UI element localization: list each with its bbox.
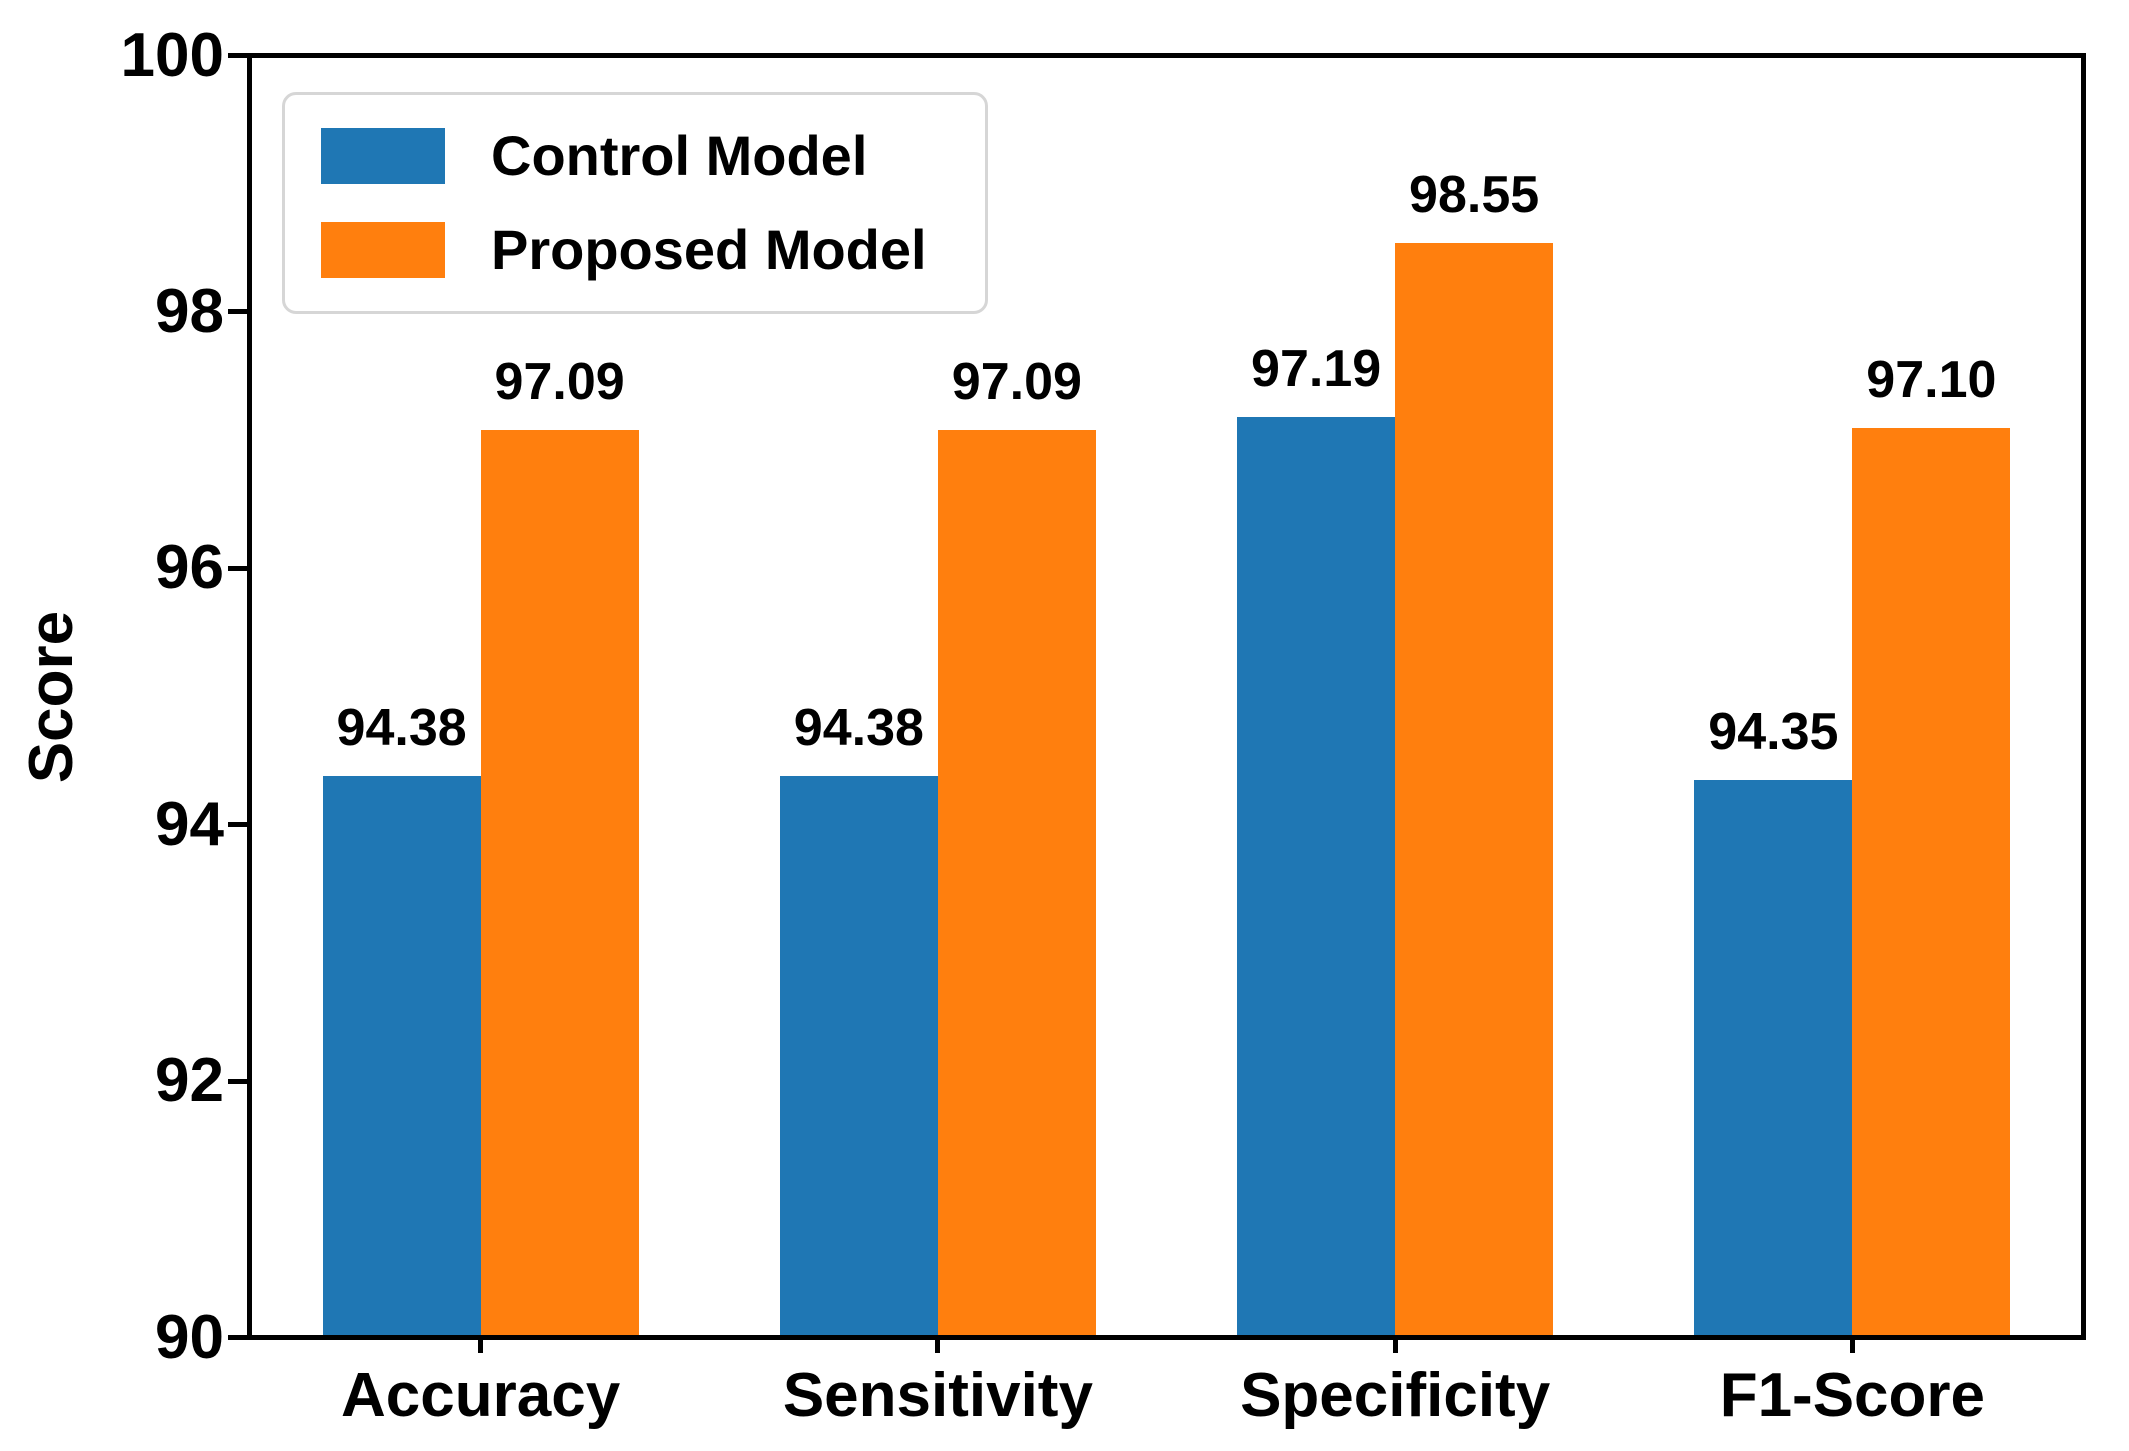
x-tick-mark (1392, 1335, 1398, 1353)
legend-label-control: Control Model (491, 124, 868, 187)
y-tick-label: 92 (155, 1046, 224, 1116)
x-tick-label-accuracy: Accuracy (341, 1361, 621, 1430)
x-tick-mark (1849, 1335, 1855, 1353)
y-tick-label: 90 (155, 1302, 224, 1372)
value-label-proposed-sensitivity: 97.09 (951, 352, 1082, 411)
value-label-proposed-f1-score: 97.10 (1866, 351, 1997, 410)
bar-proposed-f1-score (1852, 428, 2011, 1335)
y-tick-mark (228, 53, 247, 58)
bar-control-sensitivity (779, 775, 938, 1335)
y-tick-mark (228, 565, 247, 571)
y-tick-mark (228, 1335, 247, 1340)
bar-control-f1-score (1694, 779, 1853, 1335)
value-label-proposed-accuracy: 97.09 (494, 352, 625, 411)
legend-label-proposed: Proposed Model (491, 218, 927, 281)
proposed-model-swatch (321, 222, 445, 278)
value-label-control-sensitivity: 94.38 (793, 698, 924, 757)
bar-proposed-accuracy (480, 429, 639, 1335)
legend-item-control: Control Model (321, 125, 927, 187)
x-tick-mark (478, 1335, 484, 1353)
y-tick-label: 98 (155, 276, 224, 346)
x-tick-label-sensitivity: Sensitivity (782, 1361, 1093, 1430)
y-tick-mark (228, 1078, 247, 1084)
control-model-swatch (321, 128, 445, 184)
y-tick-label: 96 (155, 533, 224, 603)
legend-item-proposed: Proposed Model (321, 219, 927, 281)
x-tick-label-f1-score: F1-Score (1719, 1361, 1986, 1430)
value-label-proposed-specificity: 98.55 (1409, 166, 1540, 225)
bar-control-specificity (1237, 416, 1396, 1335)
bar-proposed-specificity (1395, 243, 1554, 1335)
y-tick-label: 94 (155, 789, 224, 859)
y-tick-mark (228, 822, 247, 828)
value-label-control-accuracy: 94.38 (336, 698, 467, 757)
plot-area: Control Model Proposed Model 94.38 97.09 9… (247, 53, 2086, 1340)
value-label-control-specificity: 97.19 (1251, 339, 1382, 398)
y-tick-mark (228, 309, 247, 315)
bar-proposed-sensitivity (937, 429, 1096, 1335)
bar-control-accuracy (322, 775, 481, 1335)
value-label-control-f1-score: 94.35 (1708, 702, 1839, 761)
x-tick-label-specificity: Specificity (1240, 1361, 1551, 1430)
x-tick-mark (935, 1335, 941, 1353)
y-tick-label: 100 (120, 20, 224, 90)
legend: Control Model Proposed Model (282, 92, 988, 314)
